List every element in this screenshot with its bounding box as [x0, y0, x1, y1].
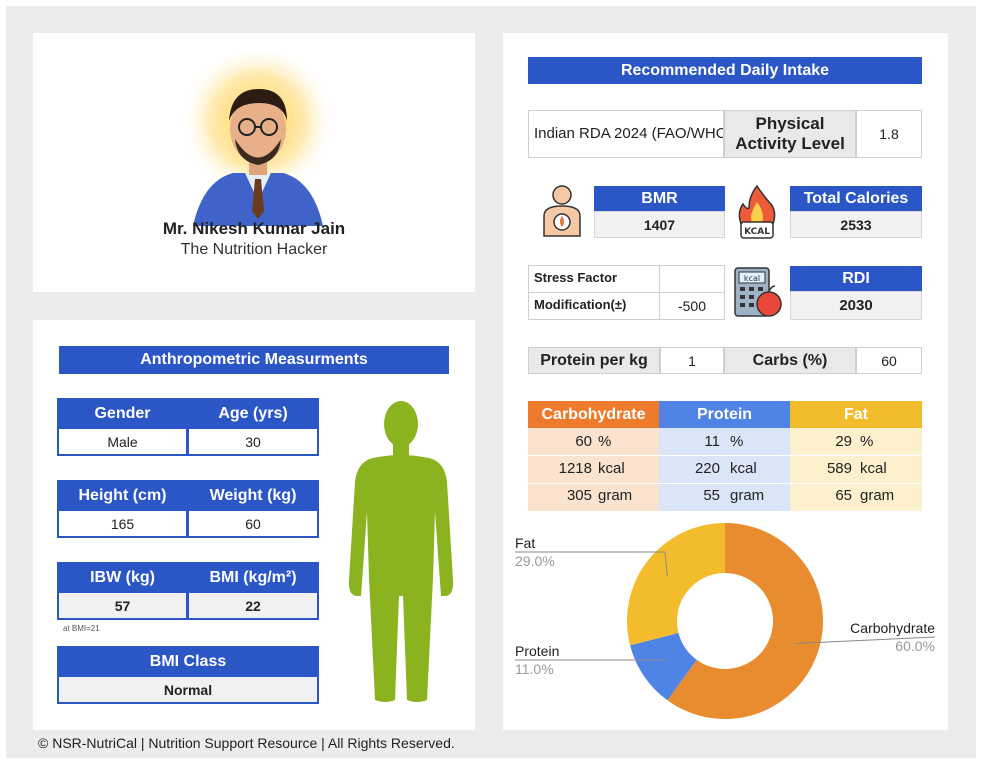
avatar [180, 51, 336, 226]
anthropometric-title: Anthropometric Measurments [59, 346, 449, 374]
weight-label: Weight (kg) [209, 487, 297, 504]
macro-header-protein: Protein [659, 401, 790, 428]
carbs-pct-value[interactable]: 60 [856, 347, 922, 374]
donut-slice-protein [630, 632, 697, 701]
donut-slice-fat [627, 523, 725, 646]
stress-col-divider [659, 265, 660, 320]
ibw-note: at BMI=21 [63, 624, 100, 633]
age-value[interactable]: 30 [189, 429, 317, 454]
gender-value[interactable]: Male [59, 429, 186, 454]
protein-gram-unit: gram [730, 487, 765, 504]
donut-label-protein: Protein [515, 643, 559, 659]
fat-kcal-unit: kcal [860, 460, 887, 477]
metabolism-person-icon [543, 185, 581, 237]
carb-pct: 60 [575, 433, 592, 450]
stress-factor-label: Stress Factor [534, 270, 618, 285]
ibw-label: IBW (kg) [90, 569, 155, 586]
carb-kcal-unit: kcal [598, 460, 625, 477]
pal-label: Physical Activity Level [724, 110, 856, 158]
height-label: Height (cm) [78, 487, 167, 504]
donut-leader-line [794, 636, 936, 645]
profile-subtitle: The Nutrition Hacker [180, 241, 328, 258]
donut-value-fat: 29.0% [515, 553, 555, 569]
rdi-title: Recommended Daily Intake [528, 57, 922, 84]
macro-donut-chart: Carbohydrate 60.0% Protein 11.0% Fat 29.0% [515, 523, 936, 719]
carb-kcal: 1218 [558, 460, 592, 477]
rdi-label: RDI [790, 266, 922, 291]
fat-gram: 65 [835, 487, 852, 504]
donut-leader-line [515, 551, 668, 577]
ibw-value: 57 [59, 593, 186, 618]
protein-per-kg-label: Protein per kg [528, 347, 660, 374]
bmr-label: BMR [594, 186, 725, 211]
macro-header-fat: Fat [790, 401, 922, 428]
height-value[interactable]: 165 [59, 511, 186, 536]
gender-label: Gender [94, 405, 151, 422]
macro-row-divider [528, 483, 922, 484]
protein-gram: 55 [703, 487, 720, 504]
profile-card: Mr. Nikesh Kumar Jain The Nutrition Hack… [33, 33, 475, 292]
calc-icon-text: kcal [744, 274, 760, 283]
kcal-icon-text: KCAL [744, 227, 770, 237]
donut-slice-carbohydrate [667, 523, 823, 719]
pal-value[interactable]: 1.8 [856, 110, 922, 158]
bmi-class-value: Normal [59, 677, 317, 702]
total-calories-value: 2533 [790, 211, 922, 238]
fat-gram-unit: gram [860, 487, 895, 504]
bmi-label: BMI (kg/m²) [209, 569, 297, 586]
donut-label-carbohydrate: Carbohydrate [850, 620, 935, 636]
protein-pct: 11 [704, 433, 720, 450]
macro-carb-column [528, 428, 659, 511]
protein-kcal-unit: kcal [730, 460, 757, 477]
donut-value-protein: 11.0% [515, 661, 554, 677]
weight-value[interactable]: 60 [189, 511, 317, 536]
bmi-value: 22 [189, 593, 317, 618]
profile-name: Mr. Nikesh Kumar Jain [162, 219, 346, 238]
standard-value: Indian RDA 2024 (FAO/WHO) [534, 125, 724, 142]
fat-pct: 29 [835, 433, 852, 450]
kcal-flame-icon: KCAL [738, 184, 776, 239]
rdi-value: 2030 [790, 291, 922, 320]
bmi-class-label: BMI Class [149, 653, 227, 670]
body-silhouette-icon [348, 401, 454, 702]
total-calories-label: Total Calories [790, 186, 922, 211]
donut-leader-line [515, 659, 666, 663]
macro-row-divider [528, 455, 922, 456]
stress-mod-divider [528, 292, 725, 293]
modification-value[interactable]: -500 [677, 298, 707, 314]
macro-fat-column [790, 428, 922, 511]
footer-copyright: © NSR-NutriCal | Nutrition Support Resou… [38, 735, 455, 751]
macro-header-carbohydrate: Carbohydrate [528, 401, 659, 428]
age-label: Age (yrs) [218, 405, 288, 422]
stress-factor-value[interactable] [660, 266, 724, 292]
carb-gram: 305 [566, 487, 592, 504]
carb-gram-unit: gram [598, 487, 633, 504]
macro-protein-column [659, 428, 790, 511]
protein-kcal: 220 [694, 460, 720, 477]
fat-pct-unit: % [860, 433, 874, 450]
standard-select[interactable]: Indian RDA 2024 (FAO/WHO) [528, 110, 724, 158]
carbs-pct-label: Carbs (%) [724, 347, 856, 374]
protein-pct-unit: % [730, 433, 744, 450]
protein-per-kg-value[interactable]: 1 [660, 347, 724, 374]
carb-pct-unit: % [598, 433, 612, 450]
bmr-value: 1407 [594, 211, 725, 238]
donut-value-carbohydrate: 60.0% [895, 638, 935, 654]
modification-label: Modification(±) [534, 297, 627, 312]
calculator-apple-icon: kcal [734, 267, 782, 317]
fat-kcal: 589 [826, 460, 852, 477]
donut-label-fat: Fat [515, 535, 535, 551]
